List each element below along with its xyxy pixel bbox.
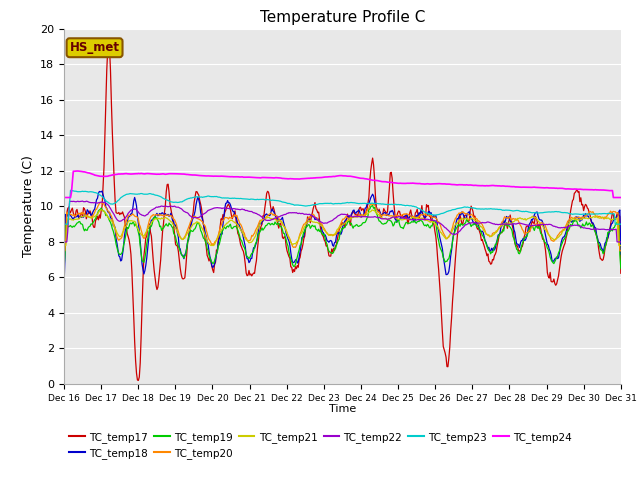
TC_temp22 [433, 219, 440, 225]
TC_temp22 [313, 216, 321, 222]
Line: TC_temp17: TC_temp17 [64, 41, 621, 381]
TC_temp18 [99, 188, 106, 194]
TC_temp21 [313, 219, 321, 225]
TC_temp22 [389, 214, 397, 220]
TC_temp24 [313, 175, 321, 180]
Line: TC_temp21: TC_temp21 [64, 210, 621, 245]
TC_temp23 [204, 193, 212, 199]
Line: TC_temp23: TC_temp23 [64, 190, 621, 224]
Line: TC_temp18: TC_temp18 [64, 191, 621, 286]
TC_temp22 [617, 239, 625, 245]
TC_temp24 [159, 171, 167, 177]
TC_temp21 [617, 242, 625, 248]
TC_temp19 [204, 246, 211, 252]
X-axis label: Time: Time [329, 404, 356, 414]
TC_temp17 [314, 210, 322, 216]
TC_temp20 [204, 234, 212, 240]
TC_temp22 [204, 207, 212, 213]
Line: TC_temp24: TC_temp24 [64, 171, 621, 198]
TC_temp20 [60, 248, 68, 253]
TC_temp21 [60, 242, 68, 248]
TC_temp19 [159, 226, 166, 231]
TC_temp17 [434, 256, 442, 262]
TC_temp23 [60, 221, 68, 227]
TC_temp17 [60, 268, 68, 274]
TC_temp18 [60, 283, 68, 289]
TC_temp21 [480, 228, 488, 234]
TC_temp17 [617, 270, 625, 276]
TC_temp17 [205, 258, 213, 264]
TC_temp19 [60, 266, 68, 272]
TC_temp20 [159, 212, 167, 218]
TC_temp17 [134, 378, 142, 384]
Line: TC_temp22: TC_temp22 [64, 201, 621, 242]
TC_temp17 [161, 210, 168, 216]
TC_temp22 [480, 220, 488, 226]
TC_temp23 [67, 187, 74, 193]
Title: Temperature Profile C: Temperature Profile C [260, 10, 425, 25]
TC_temp23 [159, 195, 167, 201]
TC_temp21 [389, 214, 397, 220]
TC_temp20 [97, 200, 105, 205]
TC_temp22 [159, 204, 167, 209]
TC_temp21 [433, 223, 440, 228]
TC_temp22 [79, 198, 86, 204]
TC_temp23 [433, 212, 440, 218]
Legend: TC_temp17, TC_temp18, TC_temp19, TC_temp20, TC_temp21, TC_temp22, TC_temp23, TC_: TC_temp17, TC_temp18, TC_temp19, TC_temp… [69, 432, 572, 459]
TC_temp21 [204, 240, 212, 246]
TC_temp22 [60, 239, 68, 245]
TC_temp24 [389, 180, 397, 186]
TC_temp18 [389, 209, 397, 215]
TC_temp19 [433, 228, 440, 233]
TC_temp19 [480, 236, 488, 241]
TC_temp23 [480, 206, 488, 212]
TC_temp24 [74, 168, 82, 174]
Line: TC_temp20: TC_temp20 [64, 203, 621, 251]
TC_temp24 [204, 173, 212, 179]
TC_temp18 [204, 241, 212, 247]
TC_temp19 [389, 223, 397, 229]
TC_temp23 [313, 202, 321, 207]
TC_temp17 [481, 246, 489, 252]
TC_temp19 [312, 227, 320, 232]
TC_temp17 [105, 38, 113, 44]
TC_temp21 [97, 207, 105, 213]
TC_temp18 [433, 217, 440, 223]
TC_temp19 [369, 203, 376, 208]
TC_temp24 [617, 195, 625, 201]
TC_temp23 [617, 221, 625, 227]
Line: TC_temp19: TC_temp19 [64, 205, 621, 269]
TC_temp17 [390, 202, 398, 208]
TC_temp18 [480, 234, 488, 240]
TC_temp18 [313, 217, 321, 223]
TC_temp24 [480, 183, 488, 189]
Y-axis label: Temperature (C): Temperature (C) [22, 156, 35, 257]
TC_temp23 [389, 202, 397, 207]
TC_temp20 [313, 215, 321, 220]
Text: HS_met: HS_met [70, 41, 120, 54]
TC_temp20 [480, 226, 488, 231]
TC_temp24 [433, 181, 440, 187]
TC_temp20 [389, 213, 397, 219]
TC_temp20 [433, 216, 440, 222]
TC_temp21 [159, 216, 167, 222]
TC_temp24 [60, 195, 68, 201]
TC_temp18 [617, 252, 625, 257]
TC_temp20 [617, 248, 625, 253]
TC_temp18 [159, 211, 167, 217]
TC_temp19 [617, 266, 625, 272]
